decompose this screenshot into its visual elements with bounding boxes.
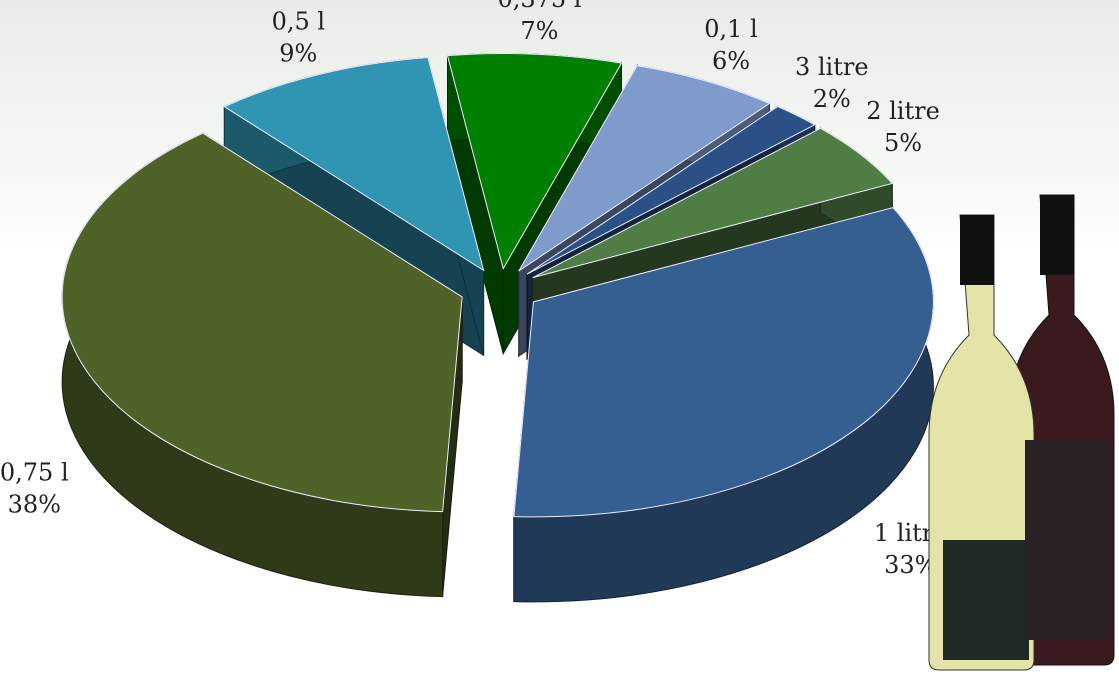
slice-value-label: 6% (712, 47, 750, 75)
pie (61, 53, 934, 603)
slice-value-label: 5% (884, 129, 922, 157)
slice-value-label: 9% (279, 39, 317, 67)
slice (518, 65, 771, 272)
slice (446, 53, 623, 270)
slice-category-label: 0,5 l (272, 7, 325, 35)
bottle-label (1025, 440, 1110, 640)
bottles (928, 194, 1115, 671)
bottle-cap (1040, 195, 1074, 275)
slice (513, 207, 934, 518)
slice-category-label: 0,1 l (704, 15, 757, 43)
slice-value-label: 38% (8, 491, 61, 519)
slice (61, 132, 463, 513)
slice (532, 127, 894, 279)
slice-value-label: 2% (813, 85, 851, 113)
slice-category-label: 0,375 l (497, 0, 581, 13)
slice-category-label: 2 litre (866, 97, 940, 125)
slice (223, 56, 485, 272)
slice-category-label: 0,75 l (0, 459, 69, 487)
slice (526, 105, 816, 275)
slice-value-label: 7% (520, 17, 558, 45)
bottle-cap (960, 215, 994, 285)
slice-category-label: 3 litre (795, 53, 869, 81)
bottle-label (943, 540, 1029, 660)
